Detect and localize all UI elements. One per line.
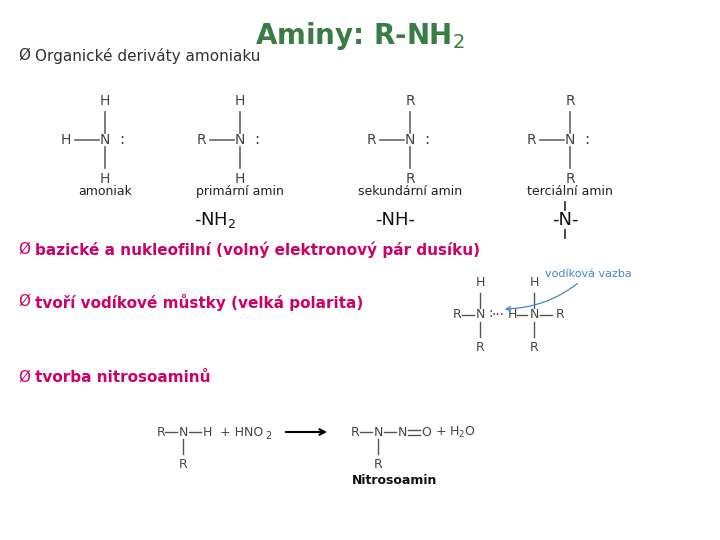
Text: :: : bbox=[488, 306, 492, 320]
Text: tvoří vodíkové můstky (velká polarita): tvoří vodíkové můstky (velká polarita) bbox=[35, 294, 364, 311]
Text: R: R bbox=[526, 133, 536, 147]
Text: H: H bbox=[100, 94, 110, 108]
Text: N: N bbox=[564, 133, 575, 147]
Text: N: N bbox=[397, 426, 407, 438]
Text: :: : bbox=[119, 132, 124, 146]
Text: H: H bbox=[529, 276, 539, 289]
Text: O: O bbox=[421, 426, 431, 438]
Text: R: R bbox=[156, 426, 165, 438]
Text: R: R bbox=[556, 308, 564, 321]
Text: tvorba nitrosoaminů: tvorba nitrosoaminů bbox=[35, 370, 210, 385]
Text: H: H bbox=[235, 94, 246, 108]
Text: R: R bbox=[565, 172, 575, 186]
Text: H: H bbox=[202, 426, 212, 438]
Text: Ø: Ø bbox=[18, 370, 30, 385]
Text: bazické a nukleofilní (volný elektronový pár dusíku): bazické a nukleofilní (volný elektronový… bbox=[35, 242, 480, 259]
Text: R: R bbox=[405, 172, 415, 186]
Text: Ø: Ø bbox=[18, 242, 30, 257]
Text: + HNO: + HNO bbox=[220, 426, 264, 438]
Text: -NH-: -NH- bbox=[375, 211, 415, 229]
Text: R: R bbox=[197, 133, 206, 147]
Text: N: N bbox=[529, 308, 539, 321]
Text: R: R bbox=[530, 341, 539, 354]
Text: 2: 2 bbox=[265, 431, 271, 441]
Text: N: N bbox=[179, 426, 188, 438]
Text: N: N bbox=[373, 426, 383, 438]
Text: terciální amin: terciální amin bbox=[527, 185, 613, 198]
Text: Nitrosoamin: Nitrosoamin bbox=[352, 474, 438, 487]
Text: :: : bbox=[584, 132, 589, 146]
Text: -NH$_2$: -NH$_2$ bbox=[194, 210, 236, 230]
Text: R: R bbox=[565, 94, 575, 108]
Text: primární amin: primární amin bbox=[196, 185, 284, 198]
Text: H: H bbox=[100, 172, 110, 186]
Text: N: N bbox=[475, 308, 485, 321]
Text: vodíková vazba: vodíková vazba bbox=[506, 269, 631, 311]
Text: R: R bbox=[374, 458, 382, 471]
Text: N: N bbox=[100, 133, 110, 147]
Text: R: R bbox=[179, 458, 187, 471]
Text: sekundární amin: sekundární amin bbox=[358, 185, 462, 198]
Text: ···: ··· bbox=[492, 308, 505, 322]
Text: H: H bbox=[475, 276, 485, 289]
Text: + H$_2$O: + H$_2$O bbox=[435, 424, 476, 440]
Text: N: N bbox=[235, 133, 246, 147]
Text: Organické deriváty amoniaku: Organické deriváty amoniaku bbox=[35, 48, 261, 64]
Text: R: R bbox=[366, 133, 376, 147]
Text: R: R bbox=[351, 426, 360, 438]
Text: Ø: Ø bbox=[18, 48, 30, 63]
Text: R: R bbox=[405, 94, 415, 108]
Text: :: : bbox=[424, 132, 429, 146]
Text: N: N bbox=[405, 133, 415, 147]
Text: R: R bbox=[476, 341, 485, 354]
Text: H: H bbox=[60, 133, 71, 147]
Text: H: H bbox=[508, 308, 517, 321]
Text: amoniak: amoniak bbox=[78, 185, 132, 198]
Text: Aminy: R-NH$_2$: Aminy: R-NH$_2$ bbox=[255, 20, 465, 52]
Text: H: H bbox=[235, 172, 246, 186]
Text: :: : bbox=[254, 132, 259, 146]
Text: Ø: Ø bbox=[18, 294, 30, 309]
Text: -N-: -N- bbox=[552, 211, 578, 229]
Text: R: R bbox=[454, 308, 462, 321]
